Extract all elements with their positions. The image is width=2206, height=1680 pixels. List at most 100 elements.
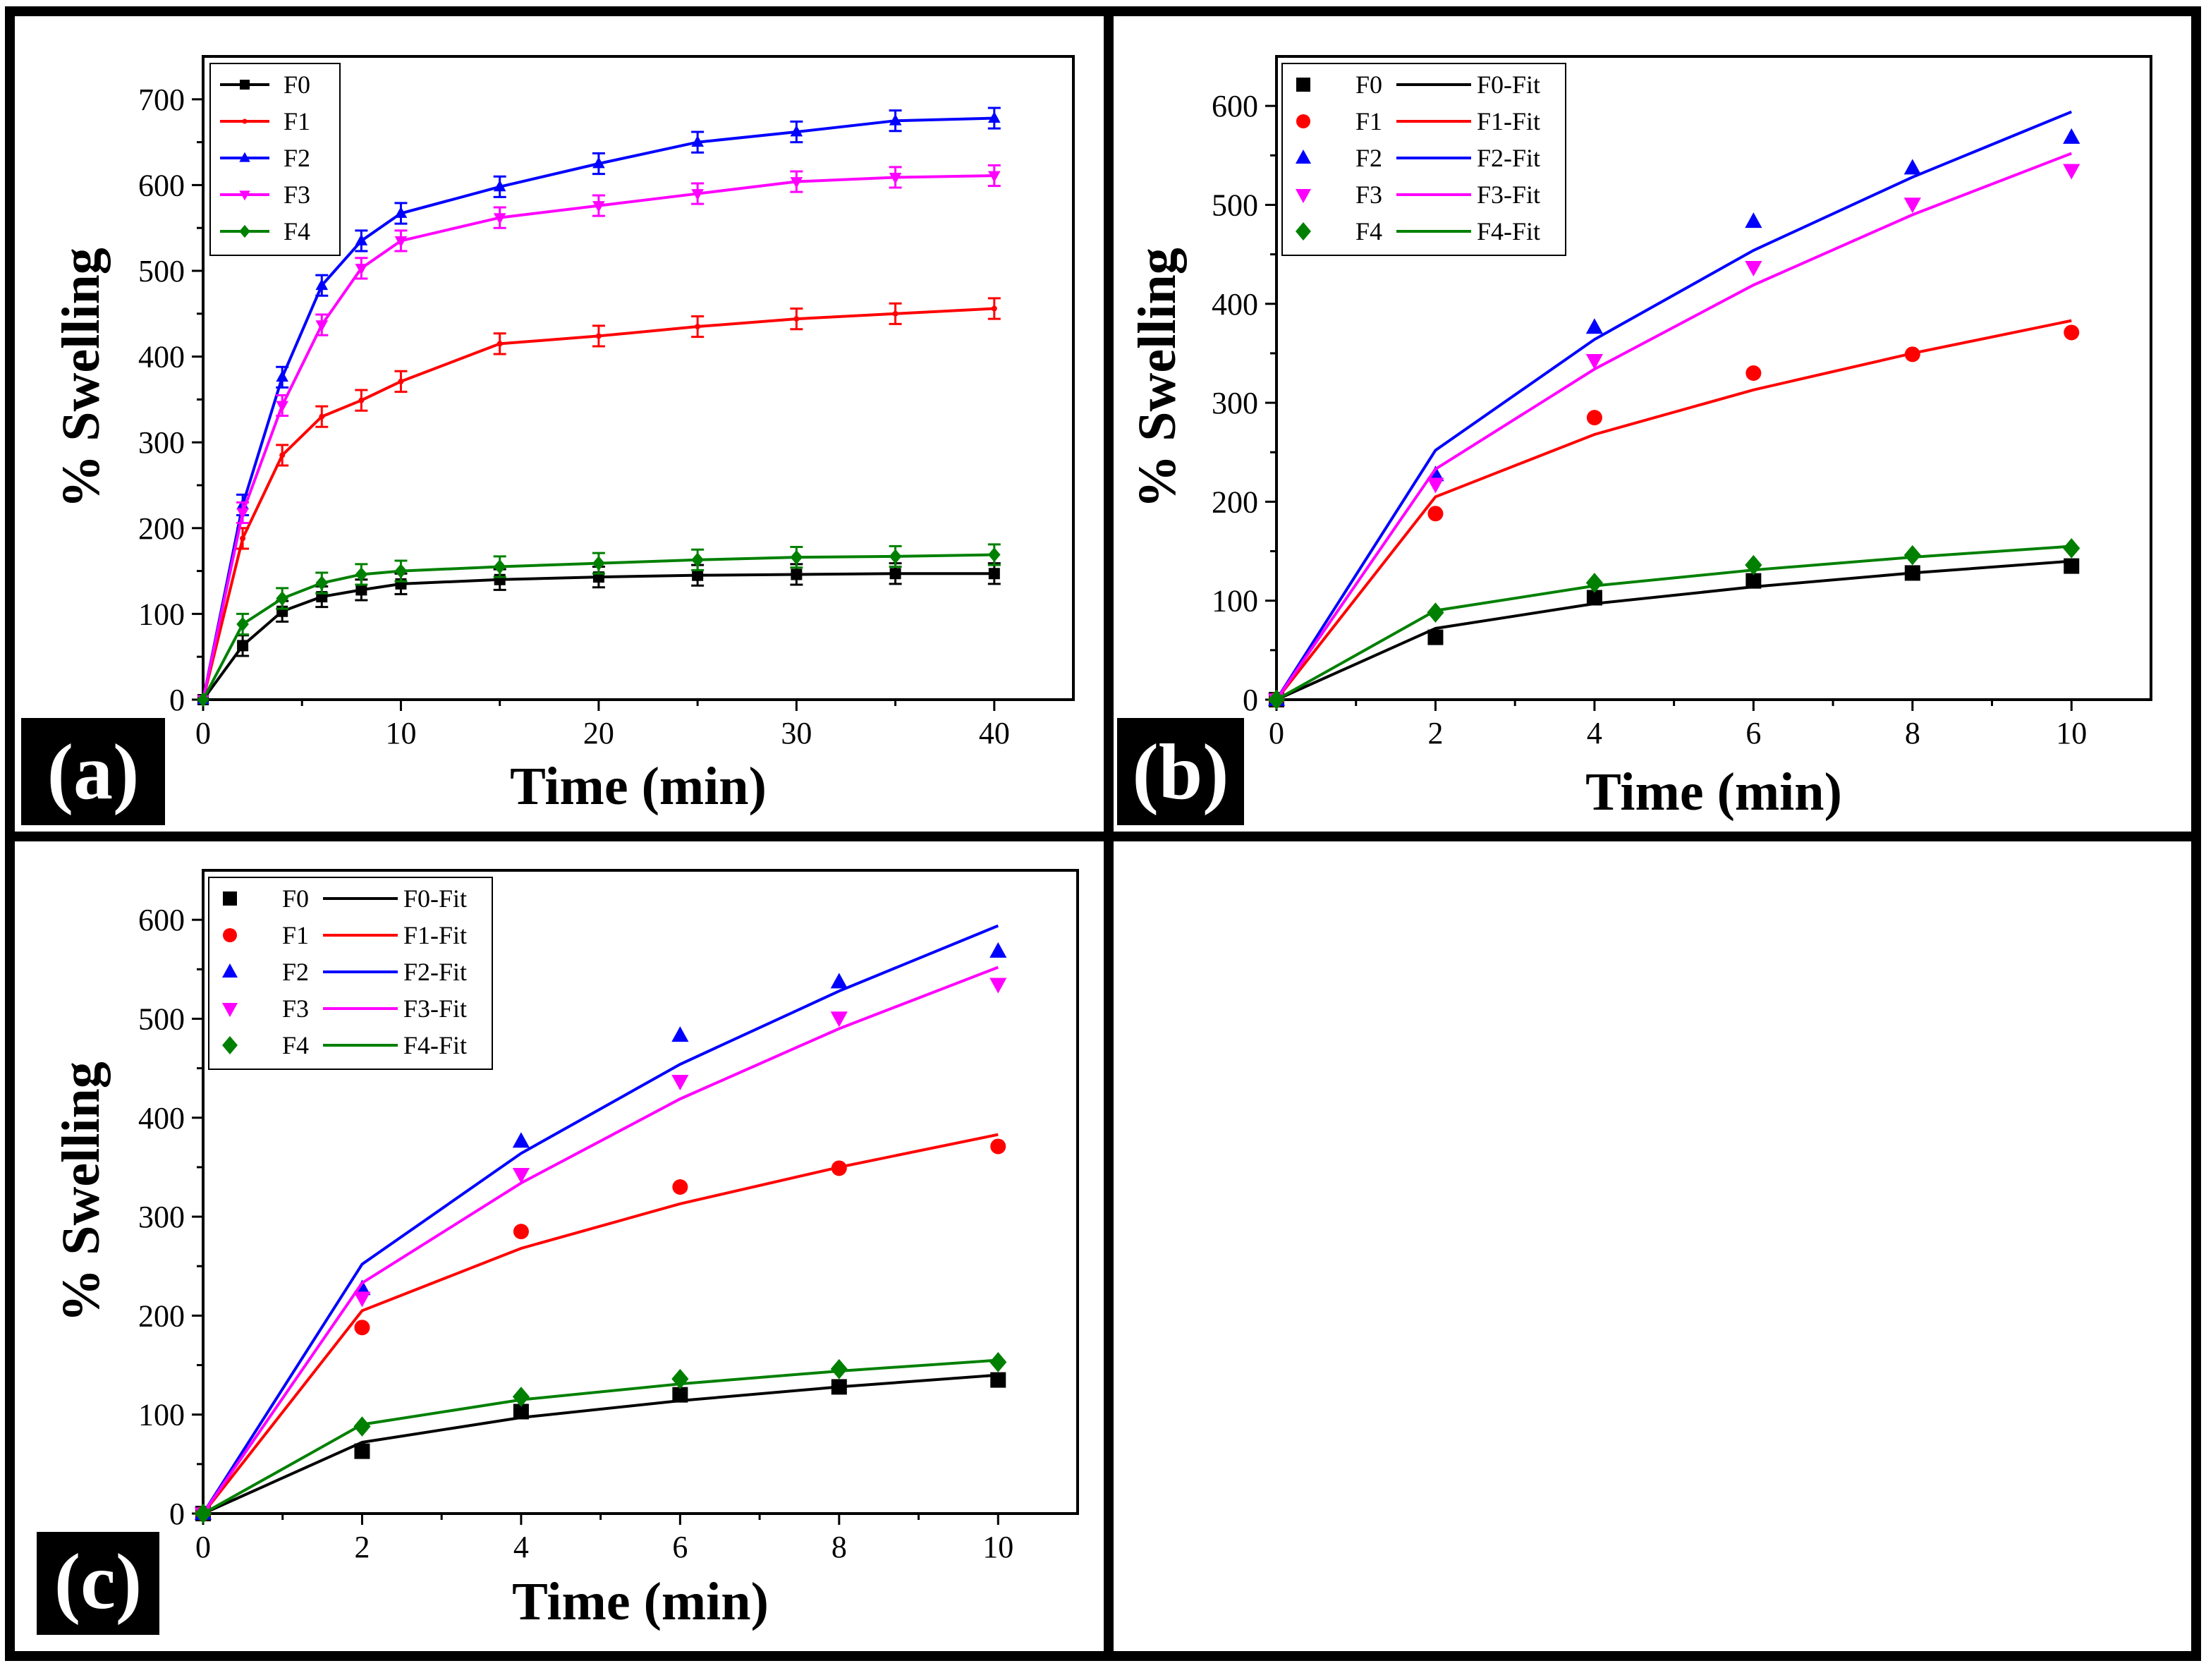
panel-a-series-f3-point	[493, 213, 506, 225]
panel-b-series-f4-point	[1585, 573, 1604, 593]
panel-a-legend: F0 F1 F2 F3 F4	[209, 63, 341, 256]
panel-c-series-f3-point	[989, 978, 1007, 994]
panel-a-series-f3-point	[691, 189, 704, 201]
panel-b-x-tick-label: 8	[1905, 716, 1920, 750]
panel-c-series-f3-point	[353, 1291, 371, 1308]
panel-b-x-tick-label: 0	[1269, 716, 1284, 750]
panel-c-series-f4-point	[989, 1352, 1007, 1372]
panel-c-series-f0-point	[354, 1443, 370, 1459]
panel-a-series-f4-point	[493, 559, 506, 574]
panel-c-y-tick-label: 500	[138, 1002, 185, 1036]
panel-b-legend-fit-label-f1: F1-Fit	[1477, 107, 1540, 135]
panel-a-series-f1-point	[892, 310, 898, 317]
panel-b-y-tick-label: 600	[1212, 89, 1258, 123]
panel-b-series-f2-point	[2063, 128, 2080, 144]
panel-a-y-tick-label: 700	[138, 83, 185, 117]
panel-c-x-tick-label: 0	[195, 1530, 211, 1564]
panel-a-series-f3-point	[394, 236, 408, 248]
panel-c-y-tick-label: 200	[138, 1298, 185, 1333]
panel-c-series-f1-point	[831, 1160, 847, 1176]
panel-c-legend-label-f2: F2	[282, 958, 309, 986]
panel-c-legend-label-f3: F3	[282, 994, 309, 1023]
panel-c-legend-marker-f4	[222, 1036, 238, 1054]
panel-a-legend-label-f4: F4	[284, 217, 310, 245]
panel-b-y-tick-label: 400	[1212, 287, 1258, 322]
panel-b-series-f2-point	[1585, 318, 1604, 334]
panel-c-x-axis-title: Time (min)	[512, 1572, 769, 1631]
panel-b-series-f0-fit-line	[1276, 559, 2072, 701]
panel-b-series-f0-point	[2064, 558, 2080, 574]
panel-b-x-tick-label: 2	[1427, 716, 1443, 750]
panel-c-series-f0-fit-line	[202, 1373, 999, 1515]
panel-b-series-f1-fit-line	[1275, 319, 2072, 701]
panel-a-y-axis-title: % Swelling	[51, 248, 111, 509]
panel-a-series-f4-point	[236, 616, 249, 632]
panel-a-series-f2-point	[394, 206, 408, 218]
panel-b-legend-fit-label-f3: F3-Fit	[1477, 181, 1540, 209]
panel-c-legend-marker-f2	[222, 963, 238, 978]
panel-b-x-tick-label: 6	[1745, 716, 1761, 750]
panel-b-y-axis-title: % Swelling	[1128, 248, 1187, 509]
panel-c-series-f2-point	[512, 1132, 530, 1148]
panel-a-x-axis-title: Time (min)	[510, 757, 767, 816]
panel-c-series-f4-point	[830, 1358, 848, 1380]
panel-b-label: (b)	[1133, 729, 1229, 816]
panel-c-series-f4-point	[353, 1416, 371, 1437]
panel-b-x-tick-label: 10	[2056, 716, 2087, 750]
panel-b-tick-group	[1265, 104, 2073, 711]
panel-b-y-tick-label: 100	[1212, 584, 1258, 619]
panel-a-series-f4-line	[202, 553, 994, 700]
panel-b-x-axis-title: Time (min)	[1585, 762, 1842, 822]
panel-a-series-f3-point	[315, 320, 329, 332]
panel-b-series-f4-point	[2063, 538, 2080, 559]
panel-b-legend-marker-f1	[1296, 114, 1310, 128]
panel-a-series-f1-point	[595, 333, 602, 339]
panel-b-y-tick-label: 300	[1212, 386, 1258, 420]
panel-c-x-tick-label: 2	[354, 1530, 370, 1564]
panel-c-legend-label-f4: F4	[282, 1031, 309, 1059]
panel-c-series-f4-point	[671, 1368, 689, 1389]
panel-a-legend-label-f2: F2	[284, 144, 310, 172]
panel-c-legend-fit-label-f3: F3-Fit	[403, 994, 467, 1023]
panel-a-x-tick-label: 0	[195, 716, 211, 750]
panel-b-series-f2-point	[1745, 212, 1762, 229]
panel-b-legend-label-f4: F4	[1355, 217, 1382, 245]
panel-b-series-f0-point	[1904, 565, 1920, 581]
panel-b-series-f1-point	[1586, 410, 1602, 426]
panel-a-series-f4-point	[355, 567, 368, 582]
panel-a-plot-frame	[202, 55, 1075, 701]
panel-c-legend-fit-label-f1: F1-Fit	[403, 921, 467, 949]
panel-a-series-f4-point	[315, 576, 329, 591]
panel-c-y-tick-label: 300	[138, 1200, 185, 1234]
panel-c-y-axis-title: % Swelling	[51, 1061, 111, 1322]
panel-a-legend-marker-f3	[239, 190, 250, 201]
panel-a-label-box	[21, 718, 165, 825]
panel-c-series-f1-point	[672, 1179, 688, 1195]
panel-a-legend-marker-f2	[239, 152, 250, 162]
panel-a-series-f2-point	[493, 180, 506, 192]
panel-a-series-f4-point	[988, 547, 1001, 562]
panel-c-series-f2-point	[671, 1026, 689, 1042]
panel-c-series-f3-point	[671, 1075, 689, 1091]
panel-a-y-tick-label: 500	[138, 254, 185, 288]
panel-a-series-f3-point	[889, 173, 902, 185]
panel-a-series-f2-point	[790, 125, 803, 137]
panel-a-series-f4-point	[394, 564, 408, 578]
panel-b-legend-marker-f3	[1296, 189, 1311, 203]
panel-a-series-f2-point	[355, 233, 368, 245]
panel-a-series-f1-point	[240, 535, 246, 542]
panel-c-series-f4-point	[512, 1387, 530, 1407]
panel-a-series-f4-point	[889, 549, 902, 564]
panel-b-series-f3-point	[1903, 197, 1921, 214]
panel-a-y-tick-label: 100	[138, 597, 185, 631]
panel-c-series-f3-fit-line	[202, 966, 999, 1515]
panel-b-series-f0-point	[1745, 573, 1762, 589]
panel-c-x-tick-label: 4	[513, 1530, 529, 1564]
panel-a-series-f2-point	[988, 111, 1001, 123]
panel-c-legend-fit-label-f4: F4-Fit	[403, 1031, 467, 1059]
panel-a-x-tick-label: 40	[979, 716, 1010, 750]
panel-b-label-box	[1117, 718, 1244, 825]
